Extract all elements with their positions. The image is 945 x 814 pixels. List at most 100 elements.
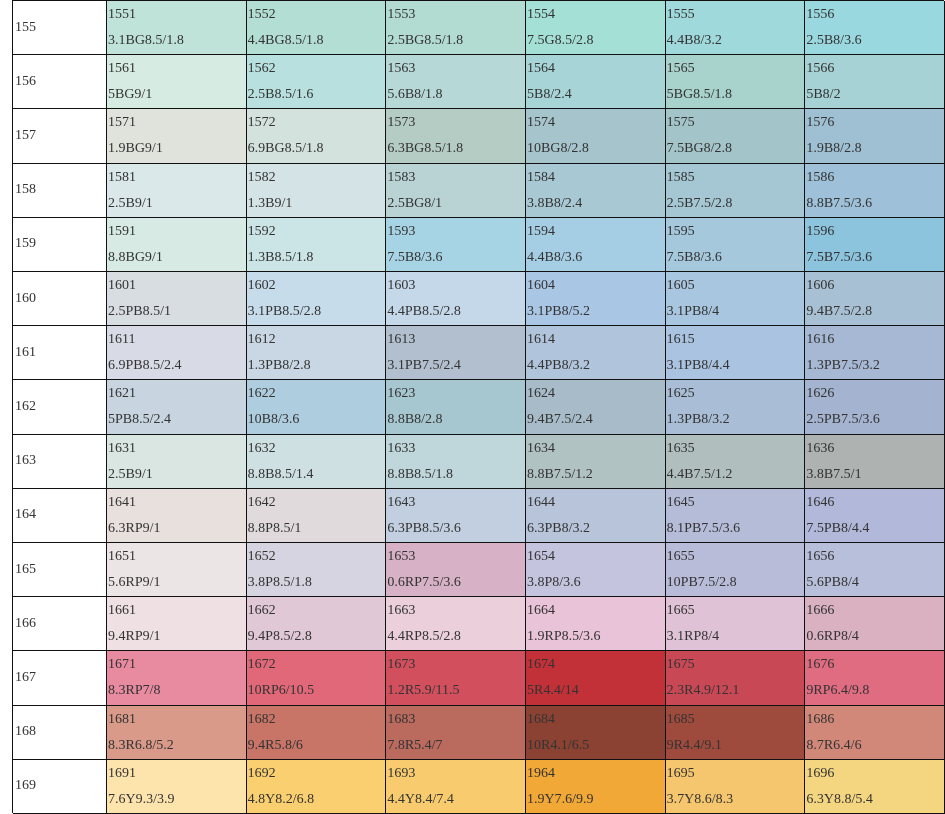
color-swatch: 1561 5BG9/1: [106, 55, 247, 110]
munsell-notation: 3.1PB8/4: [666, 304, 720, 319]
munsell-notation: 3.7Y8.6/8.3: [666, 791, 734, 807]
row-label-cell: 159: [13, 217, 107, 272]
color-swatch: 1681 8.3R6.8/5.2: [106, 705, 247, 760]
color-swatch: 1614 4.4PB8/3.2: [526, 326, 666, 381]
row-label: 155: [15, 19, 36, 35]
table-row: 165 1651 5.6RP9/1 1652 3.8P8.5/1.8 1653 0.6RP7…: [13, 543, 945, 598]
munsell-notation: 6.3BG8.5/1.8: [387, 141, 464, 157]
color-swatch: 1576 1.9B8/2.8: [805, 109, 945, 164]
munsell-notation: 8.3RP7/8: [107, 683, 161, 699]
row-label-cell: 162: [13, 380, 107, 435]
color-swatch: 1663 4.4RP8.5/2.8: [386, 597, 526, 652]
color-code: 1683: [387, 711, 416, 727]
munsell-notation: 3.1PB8/4.4: [666, 358, 730, 374]
munsell-notation: 8.1PB7.5/3.6: [666, 520, 741, 536]
munsell-notation: 10R4.1/6.5: [527, 737, 590, 753]
color-code: 1601: [107, 278, 136, 293]
color-swatch: 1621 5PB8.5/2.4: [106, 380, 247, 435]
table-row: 164 1641 6.3RP9/1 1642 8.8P8.5/1 1643 6.3PB8.5…: [13, 488, 945, 543]
color-code: 1612: [247, 332, 276, 348]
munsell-notation: 6.9BG8.5/1.8: [247, 141, 324, 157]
color-swatch: 1591 8.8BG9/1: [106, 217, 247, 272]
row-label: 169: [15, 778, 36, 794]
color-code: 1654: [527, 549, 555, 564]
munsell-notation: 5PB8.5/2.4: [107, 412, 171, 428]
color-code: 1686: [806, 711, 835, 727]
munsell-notation: 6.9PB8.5/2.4: [107, 358, 182, 374]
color-swatch: 1661 9.4RP9/1: [106, 597, 247, 652]
munsell-notation: 7.6Y9.3/3.9: [107, 791, 175, 807]
munsell-notation: 1.9BG9/1: [107, 141, 163, 157]
color-swatch: 1676 9RP6.4/9.8: [805, 651, 945, 706]
color-swatch: 1615 3.1PB8/4.4: [665, 326, 806, 381]
munsell-notation: 4.4B7.5/1.2: [666, 466, 733, 482]
color-swatch: 1585 2.5B7.5/2.8: [665, 163, 806, 218]
munsell-notation: 5R4.4/14: [527, 683, 579, 699]
color-code: 1574: [527, 115, 555, 131]
color-swatch: 1686 8.7R6.4/6: [805, 705, 945, 760]
color-code: 1685: [666, 711, 695, 727]
munsell-notation: 8.8BG9/1: [107, 249, 163, 265]
row-label: 156: [15, 73, 36, 89]
color-swatch: 1586 8.8B7.5/3.6: [805, 163, 945, 218]
color-code: 1615: [666, 332, 695, 348]
color-swatch: 1626 2.5PB7.5/3.6: [805, 380, 945, 435]
color-code: 1591: [107, 223, 136, 239]
color-swatch: 1571 1.9BG9/1: [106, 109, 247, 164]
row-label: 163: [15, 453, 36, 469]
table-row: 157 1571 1.9BG9/1 1572 6.9BG8.5/1.8 1573 6.3BG…: [13, 109, 945, 164]
row-label-cell: 166: [13, 597, 107, 652]
color-code: 1674: [527, 657, 555, 673]
color-swatch: 1594 4.4B8/3.6: [526, 217, 666, 272]
row-label: 160: [15, 290, 36, 306]
row-label-cell: 160: [13, 272, 107, 327]
munsell-notation: 3.8B7.5/1: [806, 466, 862, 482]
color-code: 1964: [527, 765, 555, 781]
munsell-notation: 0.6RP8/4: [806, 629, 859, 645]
color-code: 1632: [247, 440, 276, 456]
row-label-cell: 165: [13, 543, 107, 598]
munsell-notation: 5B8/2: [806, 87, 841, 103]
color-swatch: 1584 3.8B8/2.4: [526, 163, 666, 218]
munsell-notation: 7.5B8/3.6: [387, 249, 443, 265]
row-label-cell: 157: [13, 109, 107, 164]
color-swatch: 1575 7.5BG8/2.8: [665, 109, 806, 164]
color-swatch: 1671 8.3RP7/8: [106, 651, 247, 706]
munsell-notation: 10PB7.5/2.8: [666, 575, 737, 590]
color-swatch: 1674 5R4.4/14: [526, 651, 666, 706]
color-swatch: 1563 5.6B8/1.8: [386, 55, 526, 110]
munsell-notation: 2.5B7.5/2.8: [666, 195, 733, 211]
color-swatch: 1604 3.1PB8/5.2: [526, 272, 666, 327]
row-label: 166: [15, 615, 36, 631]
color-swatch: 1645 8.1PB7.5/3.6: [665, 488, 806, 543]
color-swatch: 1656 5.6PB8/4: [805, 543, 945, 598]
color-code: 1594: [527, 223, 555, 239]
munsell-notation: 1.2R5.9/11.5: [387, 683, 460, 699]
color-code: 1641: [107, 494, 136, 510]
color-code: 1584: [527, 169, 555, 185]
munsell-notation: 9.4R5.8/6: [247, 737, 303, 753]
munsell-notation: 4.4BG8.5/1.8: [247, 33, 324, 48]
table-row: 167 1671 8.3RP7/8 1672 10RP6/10.5 1673 1.2R5.9…: [13, 651, 945, 706]
color-code: 1575: [666, 115, 695, 131]
color-code: 1573: [387, 115, 416, 131]
color-code: 1695: [666, 765, 695, 781]
munsell-notation: 8.8B8/2.8: [387, 412, 443, 428]
color-swatch: 1583 2.5BG8/1: [386, 163, 526, 218]
color-code: 1663: [387, 603, 416, 619]
color-code: 1673: [387, 657, 416, 673]
row-label: 159: [15, 236, 36, 252]
color-swatch: 1643 6.3PB8.5/3.6: [386, 488, 526, 543]
color-swatch: 1655 10PB7.5/2.8: [665, 543, 806, 598]
munsell-notation: 4.4PB8/3.2: [527, 358, 591, 374]
table-row: 155 1551 3.1BG8.5/1.8 1552 4.4BG8.5/1.8 1553 2…: [13, 1, 945, 56]
table-row: 162 1621 5PB8.5/2.4 1622 10B8/3.6 1623 8.8B8/2…: [13, 380, 945, 435]
munsell-notation: 2.3R4.9/12.1: [666, 683, 740, 699]
munsell-notation: 5.6RP9/1: [107, 575, 161, 590]
munsell-notation: 4.4RP8.5/2.8: [387, 629, 461, 645]
color-code: 1562: [247, 61, 276, 77]
color-code: 1652: [247, 549, 276, 564]
row-label-cell: 167: [13, 651, 107, 706]
munsell-notation: 1.3PB8/3.2: [666, 412, 730, 428]
color-code: 1622: [247, 386, 276, 402]
